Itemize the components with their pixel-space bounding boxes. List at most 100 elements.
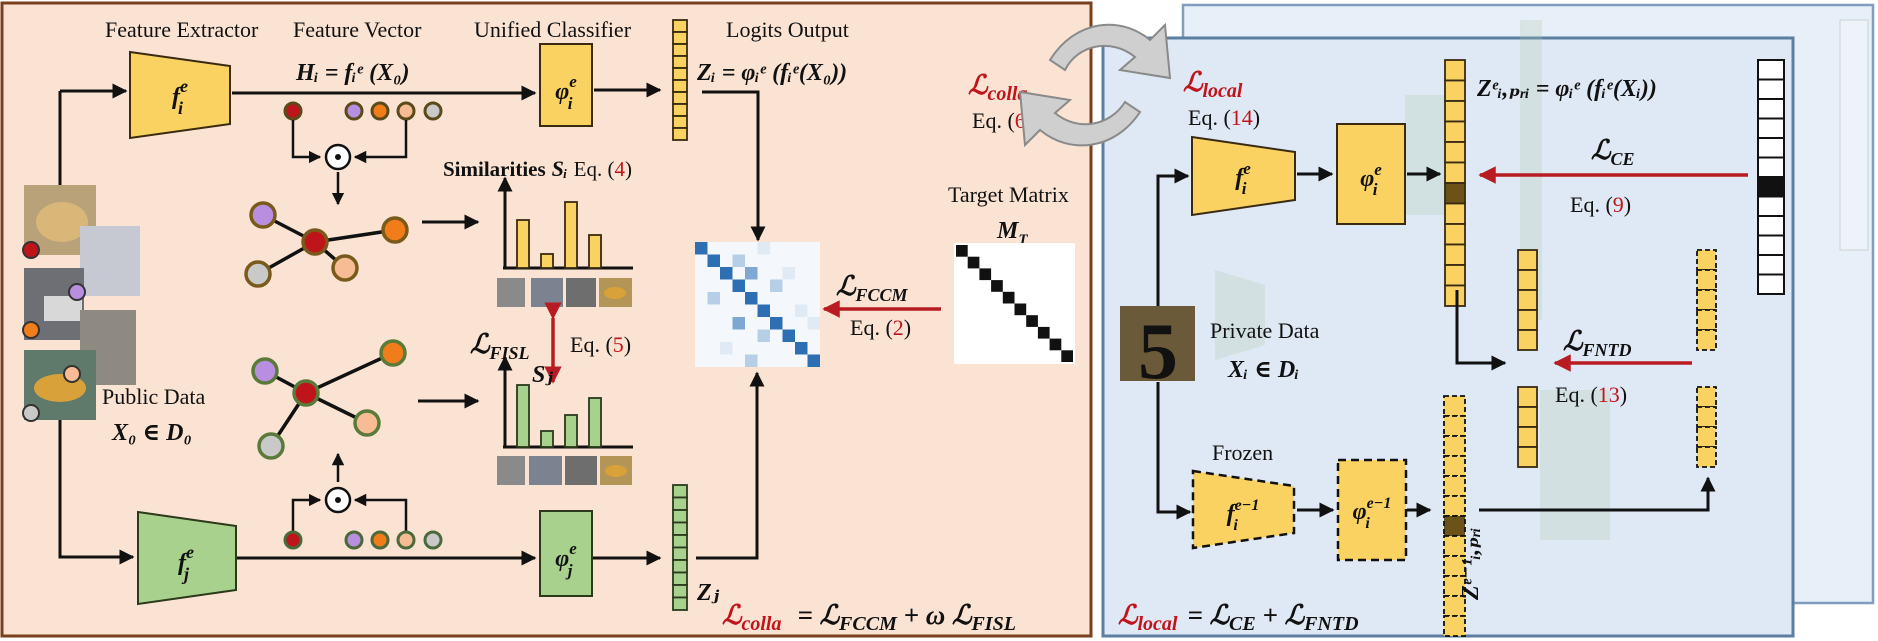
- image-strip-top: [497, 278, 632, 307]
- logit-cell: [672, 521, 688, 536]
- target-diag: [991, 280, 1003, 292]
- one-hot-cell: [1757, 254, 1785, 276]
- logit-cell: [1444, 59, 1466, 82]
- logit-cell: [1444, 264, 1466, 287]
- feature-dots-bottom: [283, 530, 443, 550]
- matrix-cell: [720, 342, 733, 355]
- similarities-label: Similarities Sᵢ Eq. (4): [443, 156, 632, 181]
- logit-cell: [672, 534, 688, 549]
- logit-cell: [672, 484, 688, 499]
- hist-bar: [588, 397, 602, 448]
- student-cell-b: [1517, 426, 1538, 448]
- bottom-flow-arrows: [58, 371, 765, 566]
- matrix-diag: [782, 329, 795, 342]
- teacher-cell-b: [1696, 386, 1717, 408]
- frozen-logits-column: [1443, 395, 1466, 637]
- feature-dots-top: [283, 101, 443, 121]
- logit-cell: [1444, 223, 1466, 246]
- logits-z-i: [672, 19, 688, 141]
- hist-bar: [564, 414, 578, 448]
- hist-bar: [588, 234, 602, 269]
- logit-cell: [672, 31, 688, 45]
- logit-cell: [1444, 141, 1466, 164]
- matrix-cell: [795, 304, 808, 317]
- local-extractor-f-i: [1191, 135, 1296, 217]
- teacher-cell-a: [1696, 289, 1717, 311]
- matrix-diag: [757, 304, 770, 317]
- faded-layer: [1215, 19, 1869, 540]
- target-diag: [1061, 350, 1073, 362]
- logit-cell: [672, 43, 688, 57]
- svg-text:5: 5: [1138, 308, 1178, 396]
- matrix-diag: [707, 254, 720, 267]
- matrix-diag: [745, 292, 758, 305]
- logit-cell: [1443, 415, 1466, 437]
- one-hot-label-column: [1757, 59, 1785, 295]
- matrix-cell: [745, 354, 758, 367]
- image-strip-bottom: [497, 456, 632, 485]
- logit-cell: [672, 91, 688, 105]
- target-diag: [979, 268, 992, 281]
- matrix-cell: [757, 242, 770, 255]
- logit-cell: [672, 55, 688, 69]
- eq13-label: Eq. (13): [1555, 382, 1627, 407]
- z-i-equation: Zᵢ = φᵢᵉ (fᵢᵉ(X₀)): [696, 60, 847, 86]
- logit-cell: [1443, 475, 1466, 497]
- logit-cell: [1444, 79, 1466, 102]
- feature-vector-label: Feature Vector: [293, 17, 422, 42]
- eq5-label: Eq. (5): [570, 332, 631, 357]
- logit-cell: [1444, 120, 1466, 143]
- public-data-images: [22, 185, 140, 422]
- teacher-cell-a: [1696, 329, 1717, 351]
- top-flow-arrows: [58, 82, 766, 242]
- one-hot-cell: [1757, 195, 1785, 217]
- student-cell-a: [1517, 269, 1538, 291]
- logit-cell: [672, 115, 688, 129]
- unified-classifier-label: Unified Classifier: [474, 17, 632, 42]
- one-hot-cell: [1757, 78, 1785, 100]
- one-hot-cell: [1757, 156, 1785, 178]
- one-hot-cell: [1757, 98, 1785, 120]
- matrix-cell: [732, 317, 745, 330]
- one-hot-cell: [1757, 117, 1785, 139]
- teacher-cell-a: [1696, 249, 1717, 271]
- hist-bar: [564, 201, 578, 269]
- one-hot-cell: [1757, 137, 1785, 159]
- target-matrix: [954, 243, 1075, 364]
- similarity-graph-top: [244, 201, 409, 288]
- matrix-cell: [707, 292, 720, 305]
- logit-cell: [672, 546, 688, 561]
- hist-bar: [540, 430, 554, 448]
- logit-cell: [1444, 182, 1466, 205]
- logit-cell: [672, 509, 688, 524]
- z-pri-prev-label: Zᵉ⁻¹ᵢ,ₚᵣᵢ: [1458, 527, 1484, 601]
- eq9-label: Eq. (9): [1570, 192, 1631, 217]
- logit-cell: [1444, 100, 1466, 123]
- matrix-cell: [770, 279, 783, 292]
- z-j-label: Zⱼ: [696, 580, 720, 606]
- similarity-graph-bottom: [251, 339, 407, 460]
- eq14-label: Eq. (14): [1188, 105, 1260, 130]
- logit-cell: [672, 67, 688, 81]
- matrix-diag: [732, 279, 745, 292]
- classifier-phi-i-top: [539, 43, 593, 127]
- teacher-cell-b: [1696, 406, 1717, 428]
- logits-output-label: Logits Output: [726, 17, 849, 42]
- target-diag: [1049, 338, 1062, 351]
- target-diag: [967, 256, 980, 269]
- frozen-classifier: [1336, 458, 1408, 562]
- student-cell-b: [1517, 386, 1538, 408]
- one-hot-cell: [1757, 59, 1785, 81]
- logit-cell: [1443, 455, 1466, 477]
- teacher-cell-a: [1696, 269, 1717, 291]
- logits-z-j: [672, 484, 688, 611]
- matrix-diag: [795, 342, 808, 355]
- loss-colla-formula: ℒcolla = ℒFCCM + ω ℒFISL: [722, 600, 1016, 635]
- histogram-bottom: [497, 355, 633, 449]
- local-logits-column: [1444, 59, 1466, 307]
- logit-cell: [672, 559, 688, 574]
- hist-bar: [516, 384, 530, 448]
- student-cell-b: [1517, 406, 1538, 428]
- student-cell-a: [1517, 289, 1538, 311]
